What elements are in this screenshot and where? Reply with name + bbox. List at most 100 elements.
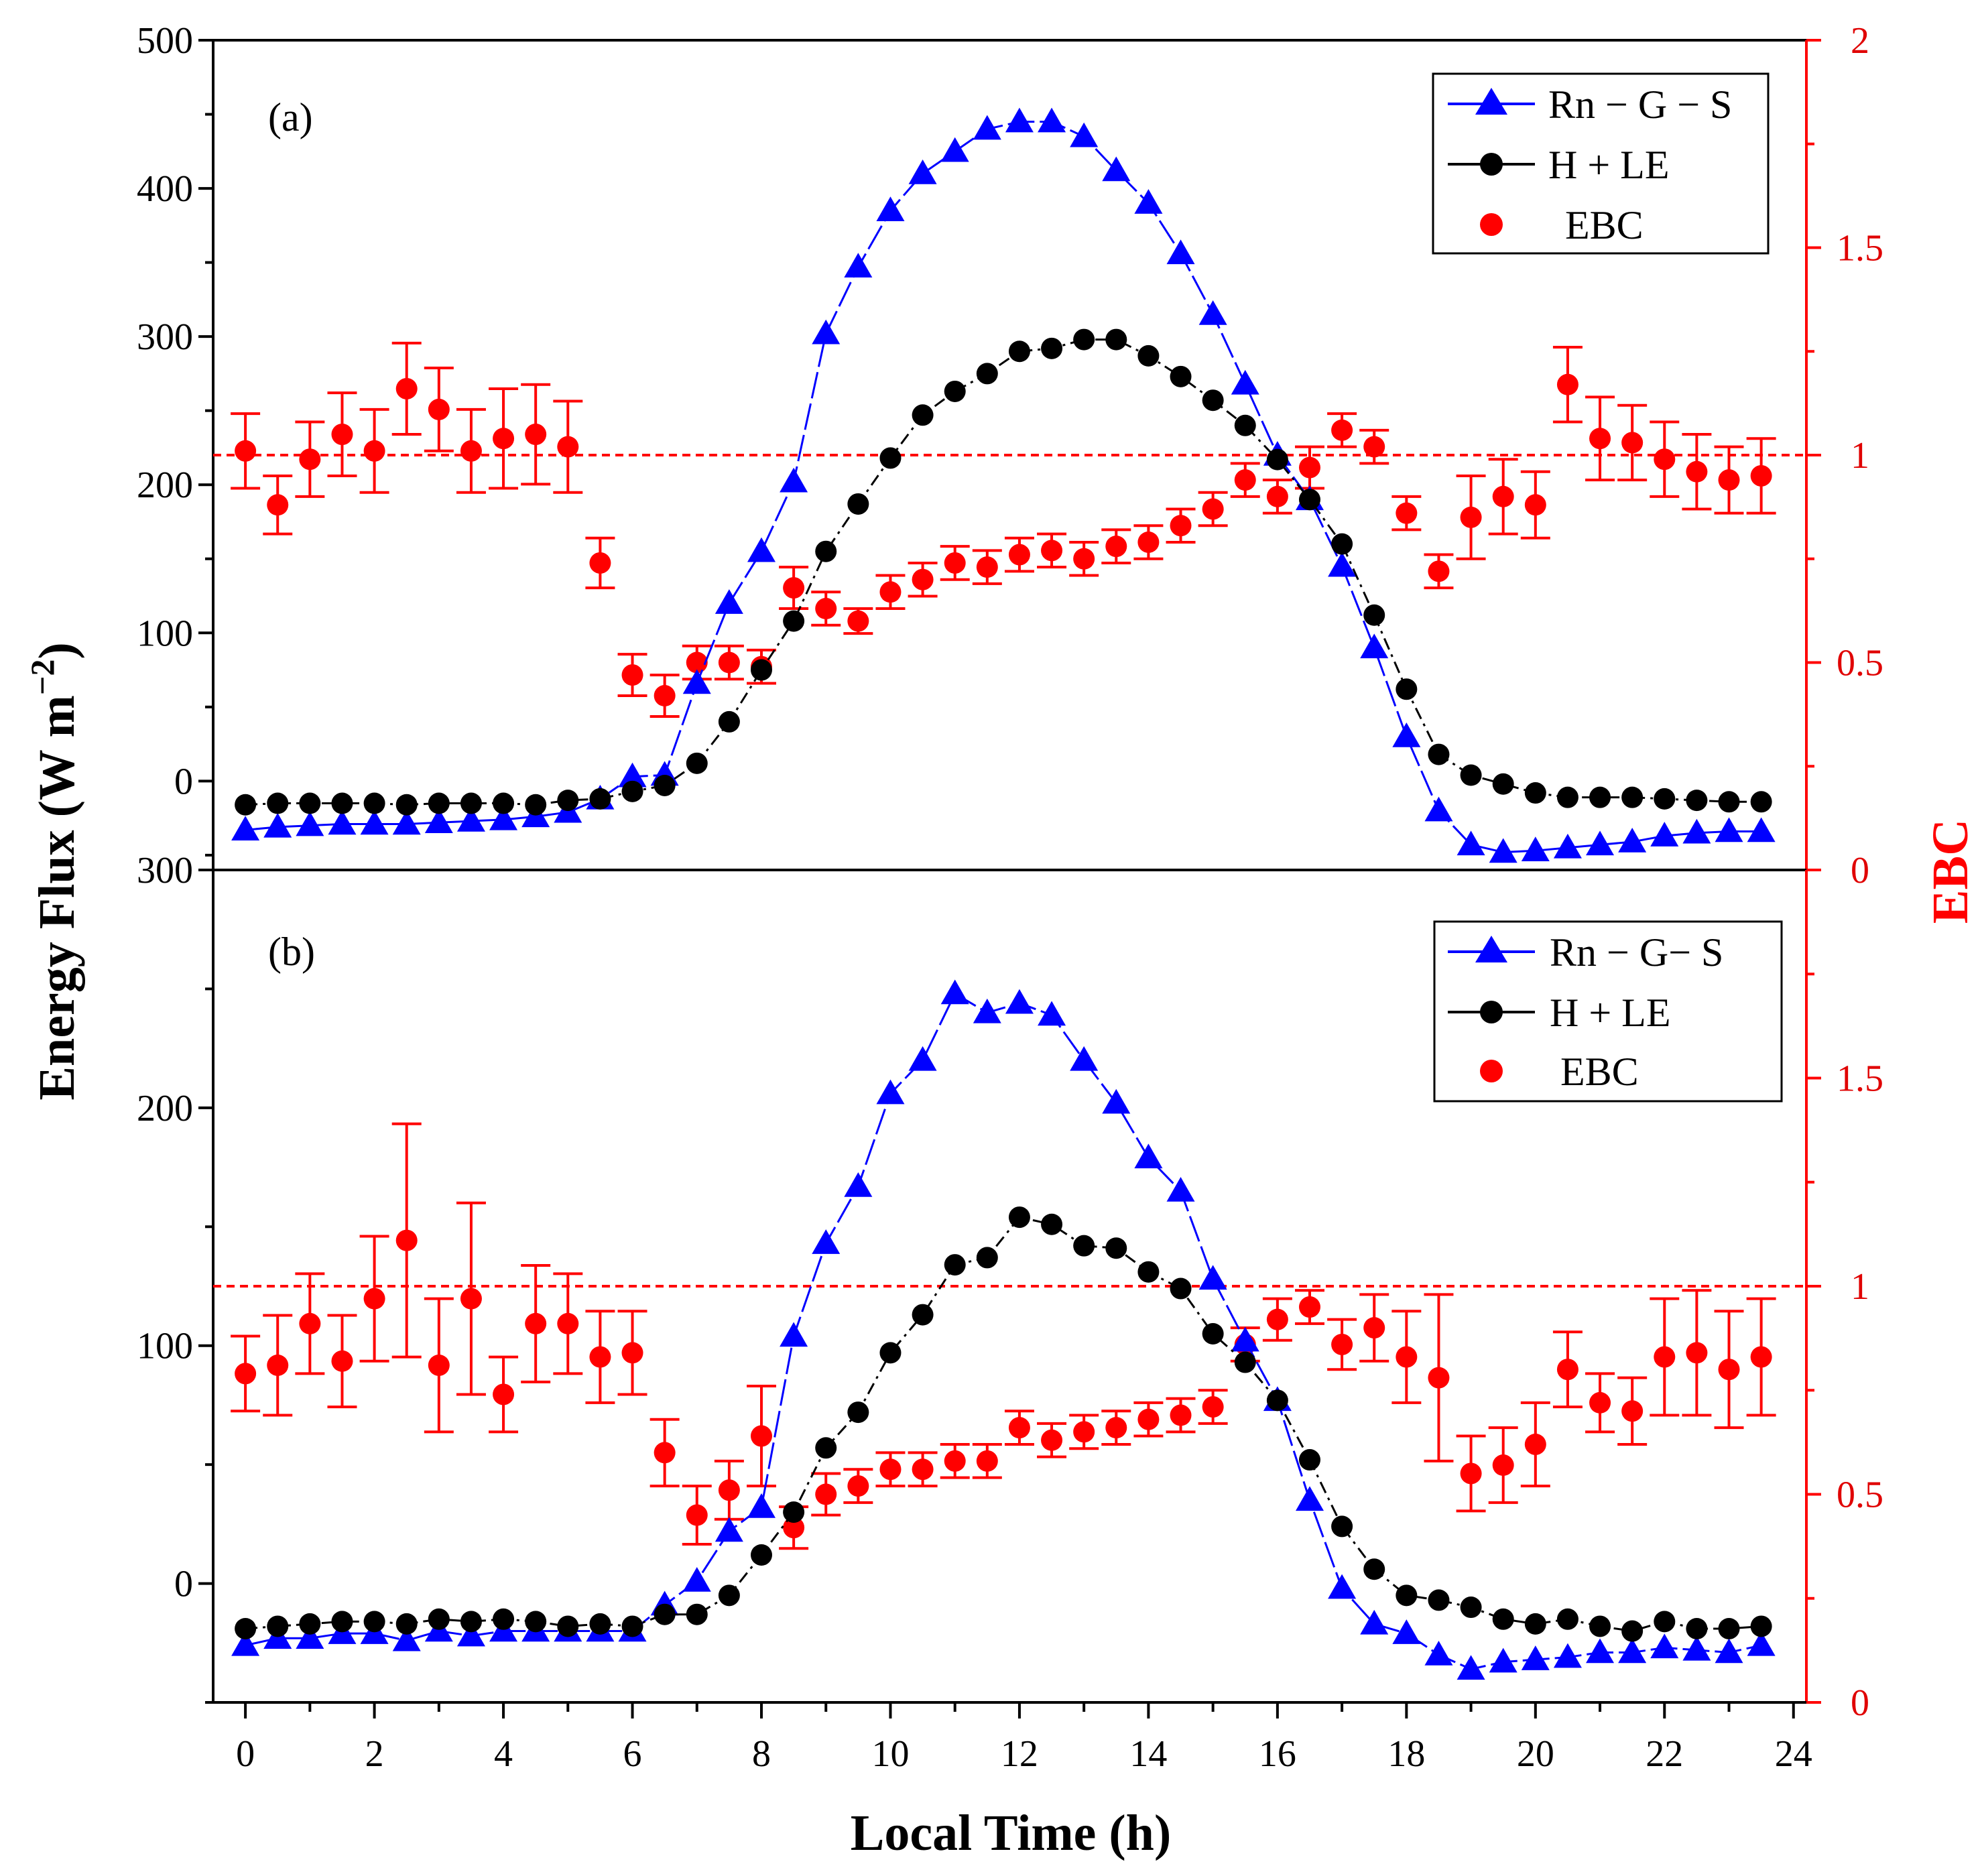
ebc-point [912,568,934,590]
h-le-point [750,1544,772,1566]
h-le-point [1492,773,1514,795]
y-tick-label: 200 [137,464,193,506]
h-le-point [525,1611,547,1633]
ebc-point [1105,536,1127,558]
ebc-point [1008,1417,1030,1439]
ebc-point [331,1350,353,1372]
legend-ebc-label: EBC [1565,203,1644,247]
ebc-point [976,1450,998,1472]
h-le-point [428,792,450,814]
ebc-point [654,1442,676,1464]
h-le-point [912,1304,934,1326]
rn-g-s-point [1553,833,1582,859]
h-le-point [783,1501,805,1523]
y-tick-label: 100 [137,1326,193,1367]
ebc-point [299,448,321,471]
rn-g-s-point [876,1079,905,1105]
ebc-point [686,651,708,674]
rn-g-s-point [1650,1633,1679,1659]
rn-g-s-point [392,810,421,835]
ebc-point [1556,1359,1578,1381]
panel-b: 0 100 200 300 0 0.5 1 1.5 (b) Rn − G− S H + LE … [137,850,1883,1724]
x-tick-label: 0 [236,1733,255,1775]
ebc-point [1137,1408,1160,1430]
rn-g-s-point [1424,796,1453,822]
h-le-point [879,447,902,469]
ebc-point [718,651,740,674]
y2-tick-label: 0 [1851,850,1869,891]
y-tick-label: 300 [137,850,193,891]
ebc-point [815,598,837,620]
rn-g-s-point [1038,1001,1066,1026]
rn-g-s-point [1134,189,1163,214]
ebc-point [1524,1433,1546,1455]
h-le-point [267,792,289,814]
legend-triangle-icon [1475,88,1507,115]
rn-g-s-point [1295,1486,1324,1511]
h-le-point [847,493,869,515]
h-le-point [1460,764,1482,786]
h-le-point [1202,389,1224,412]
y2-tick-label: 0 [1851,1682,1869,1724]
h-le-point [1460,1597,1482,1619]
rn-g-s-point [1618,827,1647,853]
h-le-point [1718,791,1740,813]
x-tick-label: 18 [1387,1733,1425,1775]
rn-g-s-point [973,998,1001,1023]
rn-g-s-point [1618,1638,1647,1664]
rn-g-s-point [1392,723,1421,747]
h-le-point [976,1247,998,1269]
h-le-point [815,1437,837,1459]
ebc-point [1170,515,1192,537]
y2-tick-label: 0.5 [1837,643,1883,684]
h-le-point [944,380,966,402]
ebc-point [363,1288,385,1310]
rn-g-s-point [1070,1046,1099,1071]
ebc-point [428,1354,450,1376]
h-le-point [395,1613,418,1635]
rn-g-s-point [1198,1265,1227,1290]
h-le-point [1234,1351,1256,1373]
ebc-point [847,610,869,632]
ebc-point [621,1342,643,1364]
h-le-point [654,1603,676,1625]
y2-axis-title: EBC [1922,819,1979,924]
rn-g-s-point [876,196,905,221]
h-le-point [718,1584,740,1607]
ebc-point [589,552,611,574]
h-le-point [621,780,643,802]
h-le-point [1105,1237,1127,1259]
h-le-point [299,792,321,814]
h-le-point [1041,1213,1063,1235]
rn-g-s-point [1038,107,1066,133]
h-le-point [815,540,837,562]
ebc-point [235,1363,257,1385]
ebc-point [654,685,676,707]
panel-b-legend: Rn − G− S H + LE EBC [1433,920,1783,1103]
y2-tick-label: 2 [1851,20,1869,62]
rn-g-s-point [1715,1638,1743,1664]
y2-tick-label: 1.5 [1837,228,1883,269]
ebc-point [395,377,418,399]
ebc-point [525,1312,547,1334]
h-le-point [1363,1558,1385,1580]
rn-g-s-point [489,805,518,830]
ebc-point [267,1354,289,1376]
ebc-point [1105,1417,1127,1439]
h-le-series-line [245,1216,1761,1633]
ebc-point [1073,1421,1095,1443]
ebc-point [235,440,257,462]
panel-b-label: (b) [268,930,315,974]
rn-g-s-point [1392,1619,1421,1644]
rn-g-s-point [1682,818,1711,844]
rn-g-s-point [1489,1647,1518,1673]
rn-g-s-point [682,669,711,694]
legend-circle-icon [1480,1060,1503,1082]
h-le-point [1298,489,1320,511]
ebc-point [1266,485,1288,507]
h-le-point [235,794,257,816]
ebc-point [944,1450,966,1472]
h-le-point [1298,1449,1320,1471]
rn-g-s-point [1360,1609,1389,1635]
h-le-point [1589,786,1611,808]
